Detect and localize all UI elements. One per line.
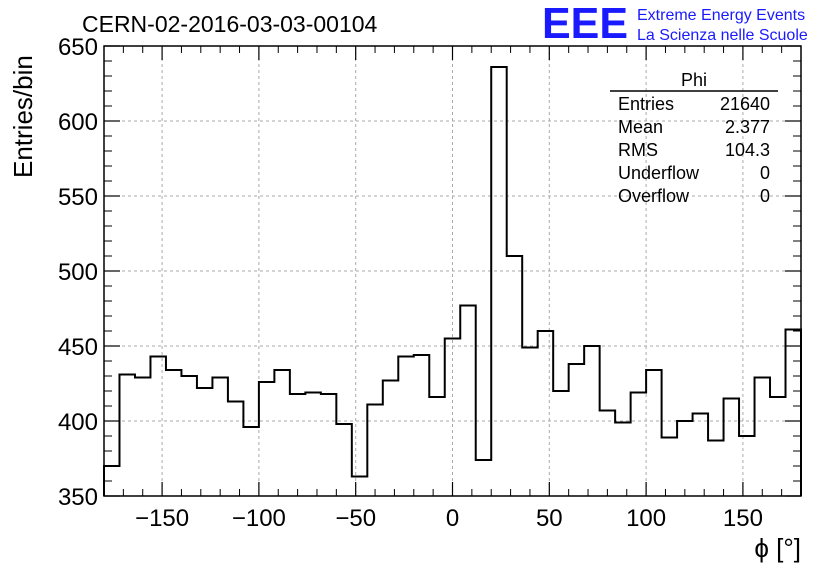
stats-row-value: 2.377 [725,117,770,137]
y-axis-title: Entries/bin [8,55,38,178]
eee-logo: EEE Extreme Energy Events La Scienza nel… [542,0,808,48]
x-tick-label: −100 [232,505,286,532]
histogram-bin [228,402,243,497]
x-tick-label: −50 [335,505,376,532]
histogram-bin [631,393,646,497]
histogram-bin [398,357,413,497]
stats-row-value: 0 [760,186,770,206]
x-tick-label: −150 [135,505,189,532]
stats-row-label: RMS [618,140,658,160]
histogram-bin [212,378,227,497]
y-tick-label: 500 [58,259,98,286]
y-tick-label: 650 [58,34,98,61]
histogram-bin [150,357,165,497]
stats-row-label: Entries [618,94,674,114]
y-tick-label: 400 [58,409,98,436]
histogram-bin [367,405,382,497]
histogram-bin [414,355,429,496]
histogram-bin [662,438,677,497]
histogram-bin [615,423,630,497]
y-tick-label: 550 [58,184,98,211]
histogram-bin [166,370,181,496]
x-tick-label: 50 [536,505,563,532]
stats-row-label: Mean [618,117,663,137]
histogram-bin [646,370,661,496]
histogram-bin [383,381,398,497]
histogram-bin [553,391,568,496]
histogram-bin [290,394,305,496]
histogram-bin [693,414,708,497]
y-tick-labels: 350 400 450 500 550 600 650 [58,34,98,511]
y-tick-label: 350 [58,484,98,511]
histogram-bin [336,424,351,496]
x-axis-title: ϕ [°] [754,533,801,563]
histogram-bin [677,421,692,496]
histogram-bin [119,375,134,497]
axis-ticks [104,45,801,497]
y-tick-label: 450 [58,334,98,361]
histogram-bin [259,382,274,496]
histogram-step-line [103,66,802,496]
histogram-bin [274,370,289,496]
histogram-bin [460,306,475,497]
histogram-bin [243,427,258,496]
histogram-bin [522,348,537,497]
histogram-bin [491,67,506,496]
histogram-bin [538,331,553,496]
x-tick-label: 0 [446,505,459,532]
histogram-bin [321,394,336,496]
histogram-bin [135,378,150,497]
stats-row-label: Underflow [618,163,700,183]
histogram-bin [786,330,801,497]
logo-line-1: Extreme Energy Events [637,7,805,24]
histogram-bin [569,364,584,496]
histogram-bin [600,411,615,497]
histogram-bin [708,441,723,497]
histogram-bin [770,397,785,496]
x-tick-labels: −150 −100 −50 0 50 100 150 [135,505,763,532]
histogram-bin [724,399,739,497]
logo-line-2: La Scienza nelle Scuole [637,27,808,44]
chart-title: CERN-02-2016-03-03-00104 [82,11,378,37]
stats-row-value: 104.3 [725,140,770,160]
histogram-bin [352,477,367,497]
stats-row-label: Overflow [618,186,690,206]
histogram-bin [197,388,212,496]
y-tick-label: 600 [58,109,98,136]
histogram-bin [739,436,754,496]
histogram-bin [181,376,196,496]
histogram-bin [507,256,522,496]
grid-lines [104,46,801,496]
stats-title: Phi [681,70,707,90]
histogram-bin [429,397,444,496]
logo-letters: EEE [542,0,628,48]
stats-row-value: 0 [760,163,770,183]
x-tick-label: 100 [626,505,666,532]
histogram-bin [305,393,320,497]
stats-rows: Entries 21640 Mean 2.377 RMS 104.3 Underflow 0 O… [618,94,770,206]
stats-row-value: 21640 [720,94,770,114]
histogram-bin [755,378,770,497]
histogram-bin [476,460,491,496]
x-tick-label: 150 [723,505,763,532]
stats-box: Phi Entries 21640 Mean 2.377 RMS 104.3 Underfl… [610,70,778,206]
